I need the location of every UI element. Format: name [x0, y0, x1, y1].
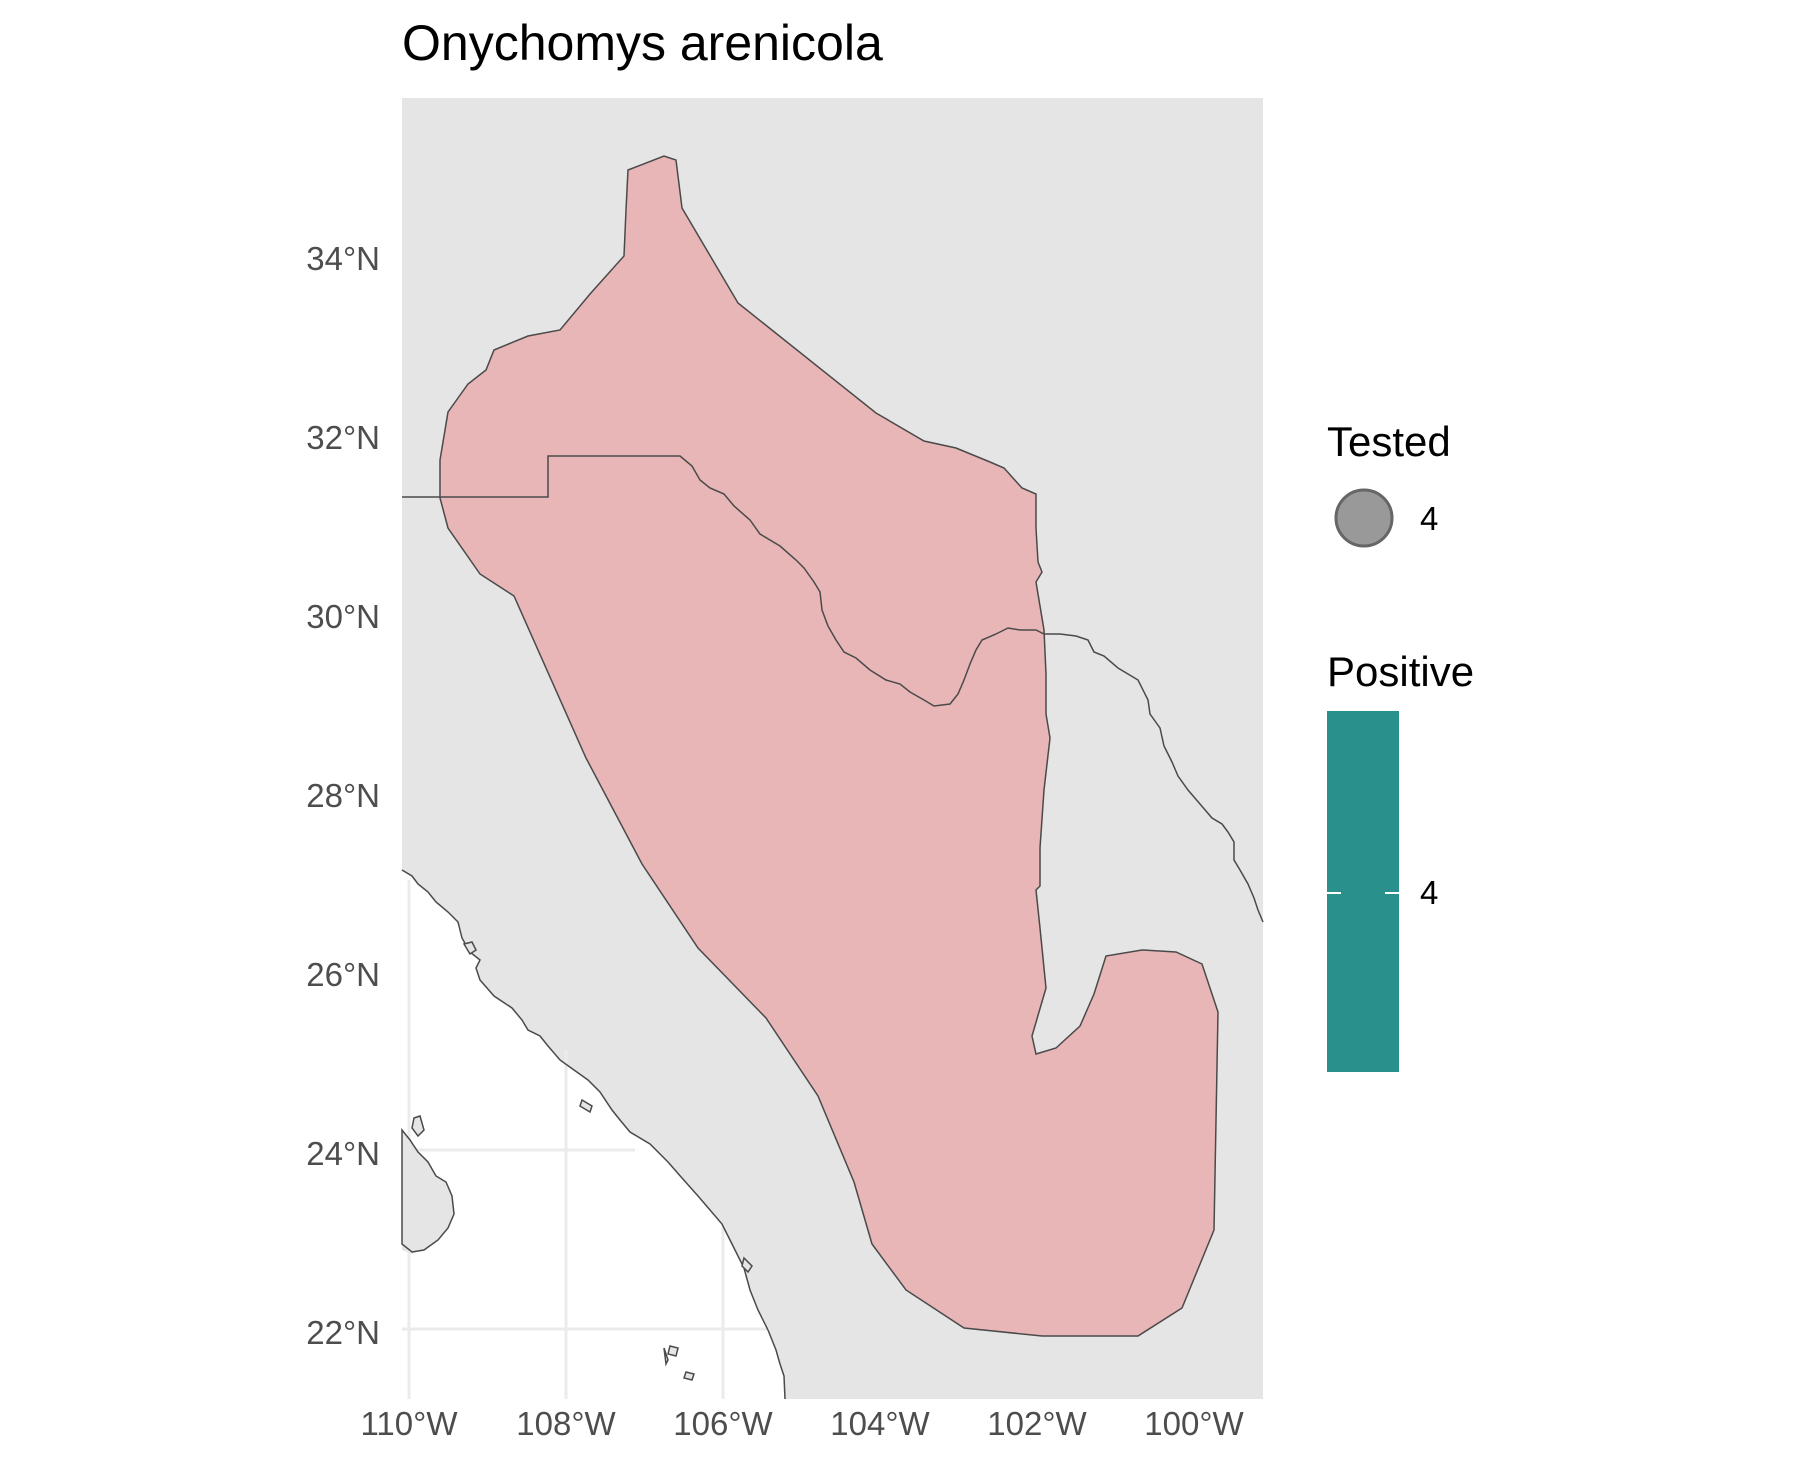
- legend-tested-point: [1334, 488, 1394, 548]
- y-tick-label: 34°N: [306, 240, 380, 277]
- x-tick-label: 100°W: [1144, 1405, 1244, 1442]
- us-mexico-border: [402, 455, 1264, 923]
- y-tick-label: 32°N: [306, 419, 380, 456]
- ocean-area: [402, 870, 785, 1399]
- x-tick-label: 102°W: [987, 1405, 1087, 1442]
- y-tick-label: 26°N: [306, 956, 380, 993]
- y-tick-label: 30°N: [306, 598, 380, 635]
- map-title: Onychomys arenicola: [402, 15, 883, 71]
- legend-positive-label: 4: [1420, 874, 1439, 911]
- legend-tested-label: 4: [1420, 500, 1439, 537]
- y-tick-label: 22°N: [306, 1314, 380, 1351]
- y-tick-label: 24°N: [306, 1135, 380, 1172]
- legend-positive-colorbar: [1327, 711, 1399, 1072]
- coastline: [401, 869, 786, 1400]
- y-tick-label: 28°N: [306, 777, 380, 814]
- legend-tested-title: Tested: [1327, 418, 1451, 465]
- x-tick-label: 110°W: [360, 1405, 458, 1442]
- species-range-polygon: [439, 155, 1219, 1337]
- x-tick-label: 106°W: [673, 1405, 773, 1442]
- legend-positive-title: Positive: [1327, 648, 1475, 695]
- baja-peninsula: [401, 1127, 455, 1253]
- x-tick-label: 104°W: [830, 1405, 930, 1442]
- islands: [411, 941, 753, 1381]
- x-tick-label: 108°W: [516, 1405, 616, 1442]
